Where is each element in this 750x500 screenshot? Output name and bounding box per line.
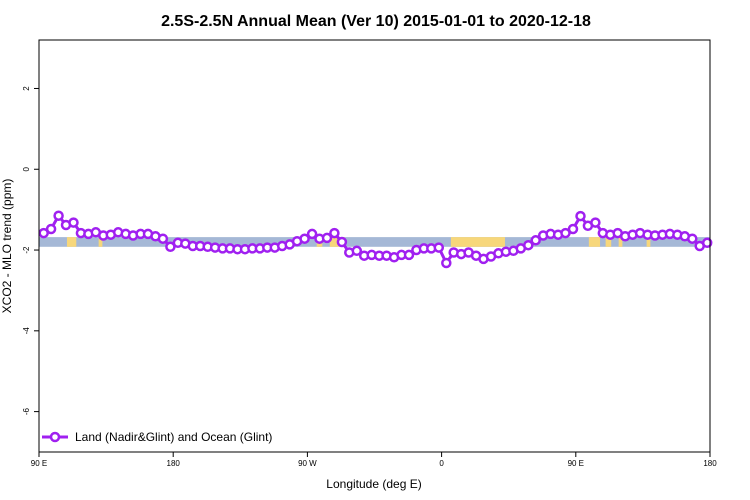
x-tick-label: 0 [439, 459, 444, 468]
legend-label: Land (Nadir&Glint) and Ocean (Glint) [75, 430, 272, 444]
data-point [560, 227, 571, 239]
y-tick-label: -4 [22, 327, 31, 335]
land-segment [98, 237, 103, 247]
chart-title: 2.5S-2.5N Annual Mean (Ver 10) 2015-01-0… [161, 13, 591, 30]
x-tick-label: 180 [167, 459, 181, 468]
data-point [701, 237, 713, 249]
data-point [336, 236, 348, 248]
x-tick-label: 90 E [31, 459, 47, 468]
legend: Land (Nadir&Glint) and Ocean (Glint) [42, 430, 272, 444]
data-point [567, 223, 579, 235]
y-tick-label: -2 [22, 246, 31, 254]
data-point [45, 223, 57, 235]
ocean-band [39, 237, 710, 247]
x-axis-label: Longitude (deg E) [326, 477, 421, 491]
data-point [433, 242, 445, 253]
data-point [53, 210, 64, 221]
y-tick-label: 2 [22, 86, 31, 91]
x-tick-label: 90 W [298, 459, 317, 468]
data-point [68, 217, 79, 228]
land-segment [618, 237, 623, 247]
data-point [590, 217, 601, 228]
plot-frame [38, 39, 711, 453]
data-point [687, 233, 698, 244]
data-point [165, 241, 176, 253]
land-segment [66, 237, 77, 247]
data-point [299, 233, 310, 244]
series-layer [38, 210, 713, 269]
data-point [321, 232, 333, 244]
legend-marker-swatch [49, 431, 61, 443]
y-tick-label: 0 [22, 166, 31, 171]
data-point [157, 233, 169, 244]
land-segment [588, 237, 601, 247]
data-point [38, 227, 49, 239]
land-segment [450, 237, 505, 247]
x-tick-label: 180 [703, 459, 717, 468]
data-point [575, 210, 586, 222]
data-point [306, 228, 318, 240]
data-point [351, 245, 363, 257]
data-point [329, 227, 340, 239]
x-tick-label: 90 E [568, 459, 584, 468]
y-axis: 2 0 -2 -4 -6 [22, 86, 39, 415]
land-segment [646, 237, 651, 247]
y-axis-label: XCO2 - MLO trend (ppm) [0, 179, 14, 314]
data-point [403, 249, 415, 261]
data-point [523, 239, 534, 251]
land-segment [605, 237, 612, 247]
data-point [530, 235, 541, 246]
x-axis: 90 E 180 90 W 0 90 E 180 [31, 452, 717, 468]
data-point [441, 257, 452, 269]
y-tick-label: -6 [22, 408, 31, 416]
